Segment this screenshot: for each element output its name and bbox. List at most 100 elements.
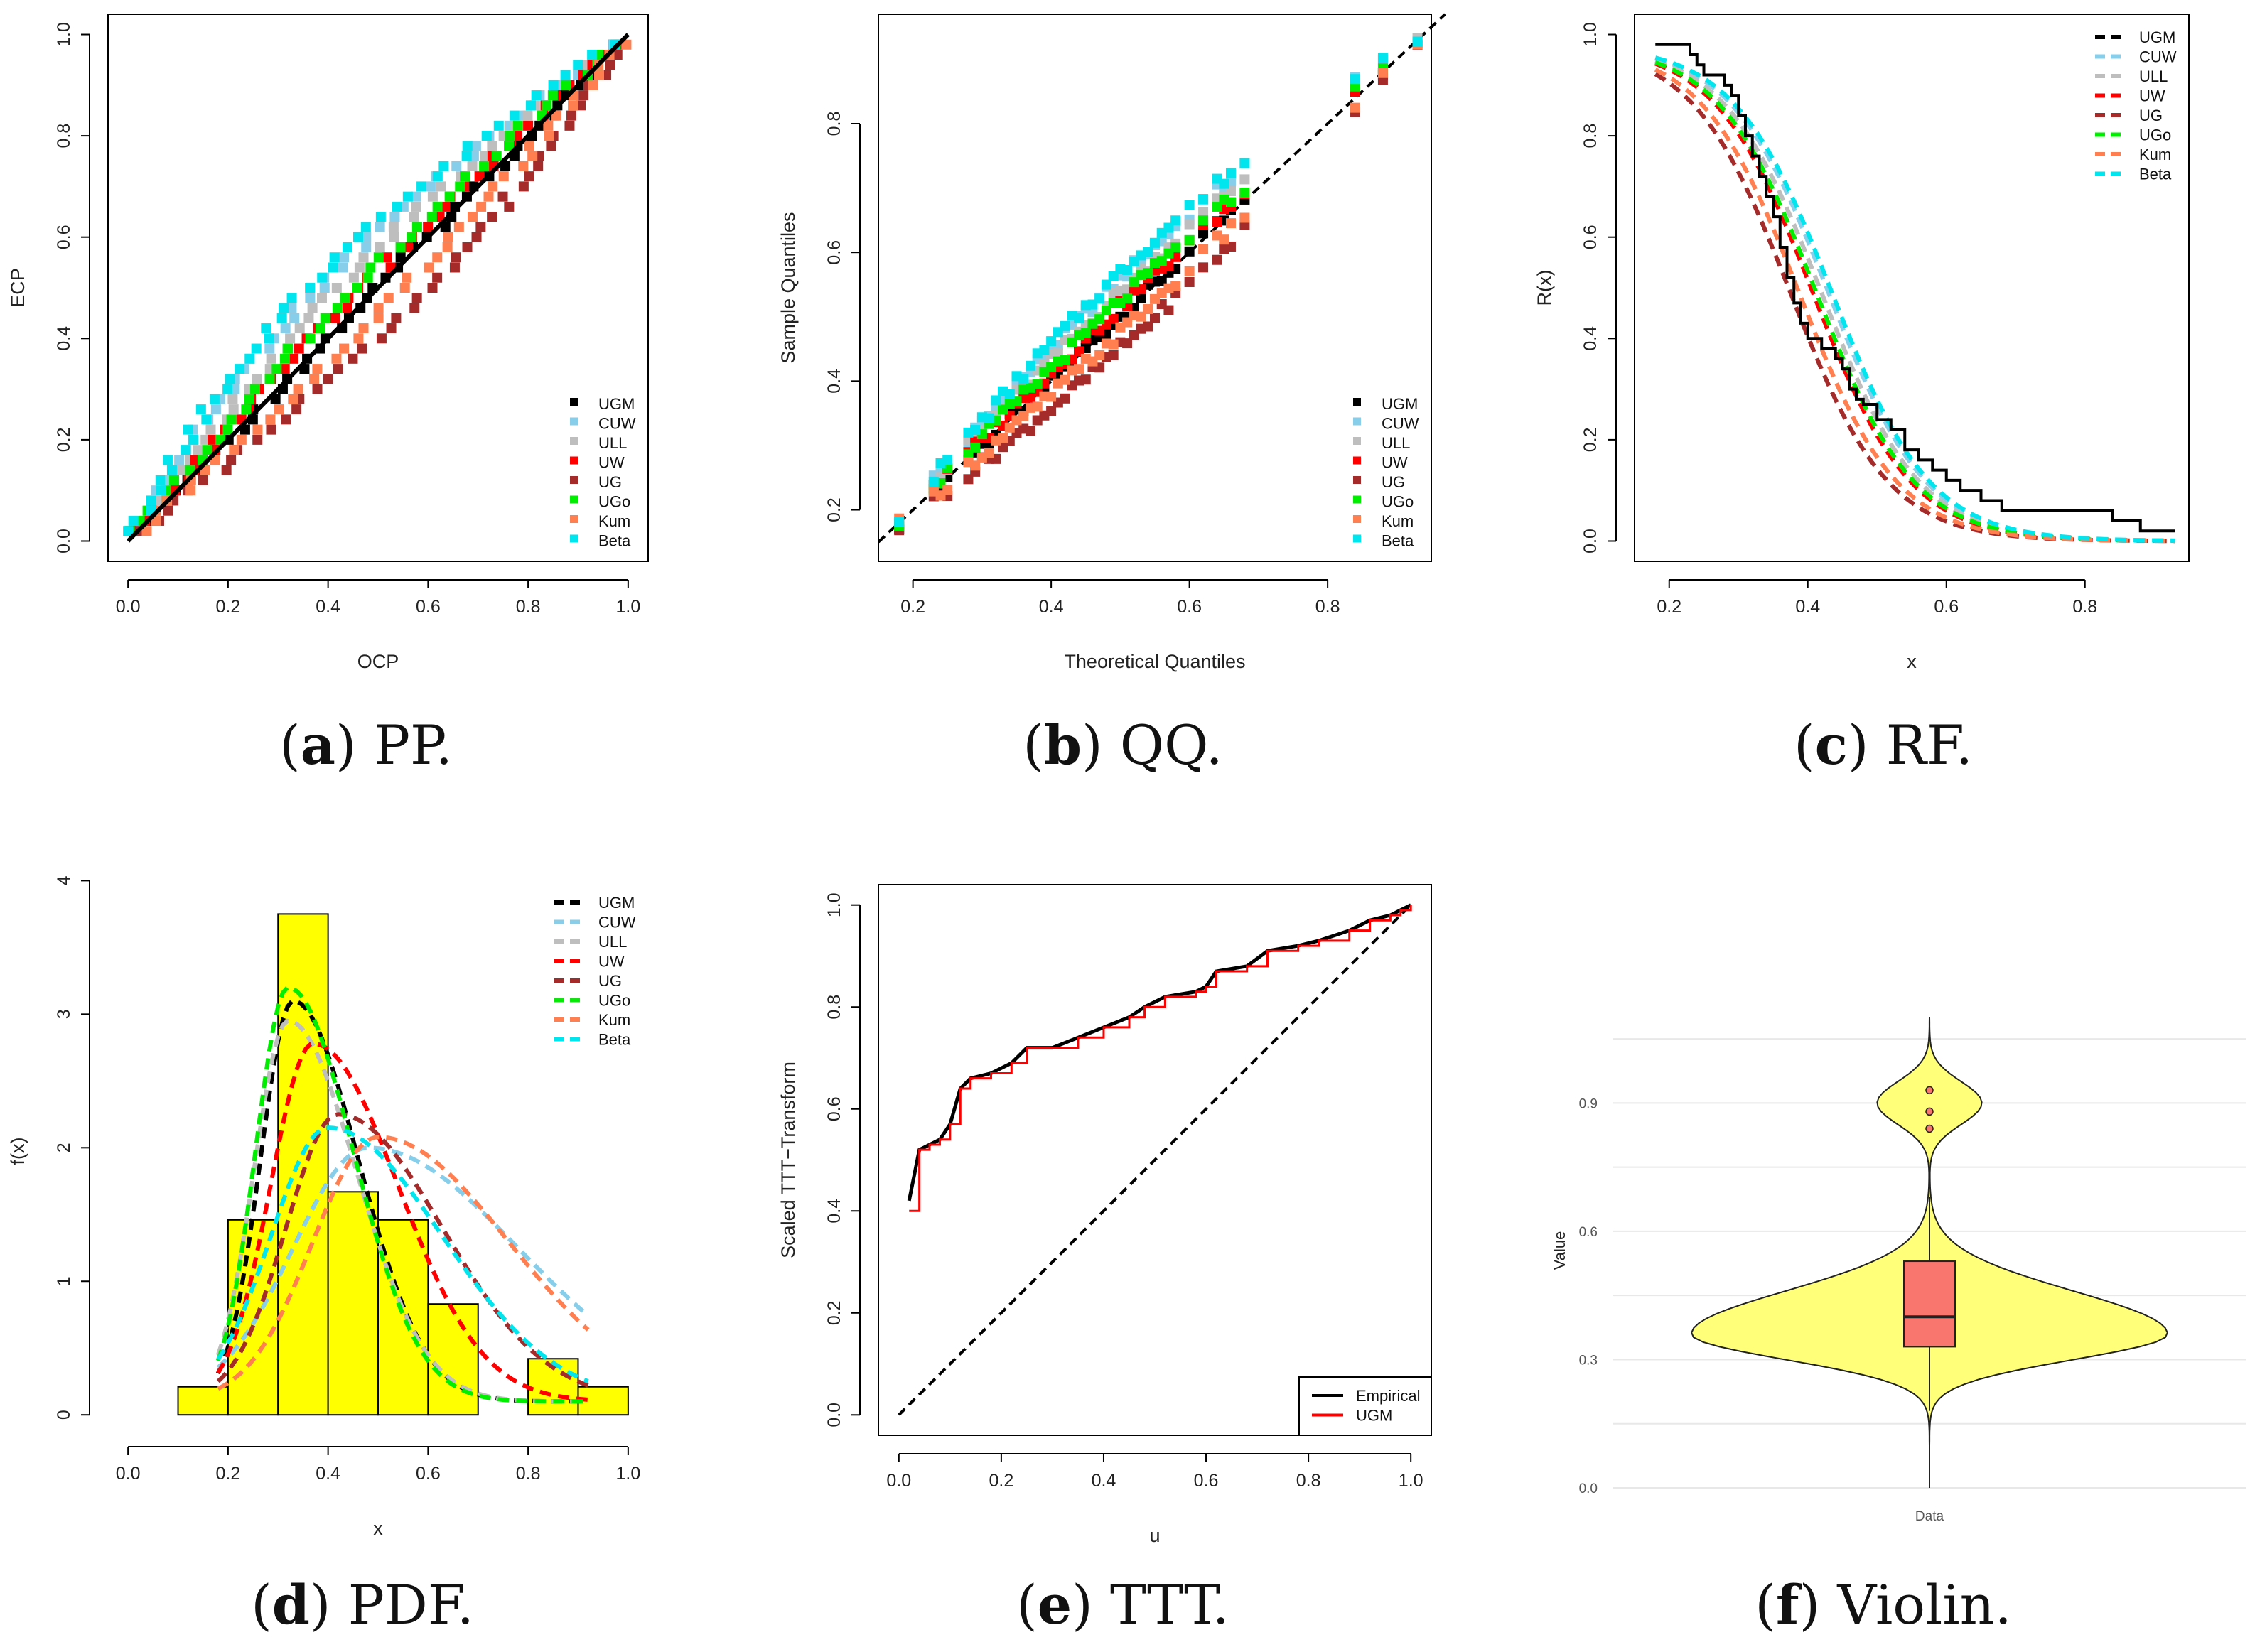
qq-point-UGo <box>1350 81 1361 92</box>
pdf-curve-UGo <box>215 985 588 1404</box>
qq-point-UG <box>1143 321 1153 332</box>
pp-point-CUW <box>361 232 372 242</box>
pp-point-CUW <box>451 161 462 171</box>
pp-point-UG <box>252 434 263 445</box>
y-tick-label: 1.0 <box>1581 22 1600 47</box>
plot-frame <box>878 14 1432 562</box>
pp-point-Beta <box>461 151 472 161</box>
pp-point-UG <box>163 505 173 516</box>
pp-point-UG <box>504 201 515 212</box>
pp-point-UGo <box>561 80 571 90</box>
ttt-reference-line <box>898 904 1412 1416</box>
qq-point-Kum <box>1170 281 1181 291</box>
pp-point-UW <box>289 353 299 364</box>
pp-point-Kum <box>185 485 196 496</box>
y-tick-label: 0.2 <box>824 1300 844 1325</box>
pp-point-UGo <box>460 171 470 182</box>
legend-label-Beta: Beta <box>2139 166 2172 183</box>
pp-point-ULL <box>266 353 276 364</box>
pp-point-CUW <box>280 323 291 334</box>
pp-point-Beta <box>235 364 245 374</box>
pp-point-UGo <box>340 293 350 303</box>
pp-point-Beta <box>481 131 492 141</box>
qq-point-Beta <box>942 455 953 465</box>
pp-point-Beta <box>156 485 166 496</box>
x-tick-label: 0.8 <box>1296 1471 1321 1491</box>
pp-point-Kum <box>432 252 443 263</box>
pdf-curve-Beta <box>216 1125 589 1383</box>
caption-f: (f) Violin. <box>1755 1573 2012 1636</box>
qq-point-UGo <box>1060 355 1070 365</box>
qq-point-Kum <box>1136 311 1146 322</box>
pp-point-UGo <box>241 404 252 415</box>
pp-point-UG <box>605 60 615 70</box>
qq-point-UW <box>1074 346 1084 357</box>
legend-label-UGo: UGo <box>2139 126 2171 144</box>
pp-point-ULL <box>467 161 478 171</box>
pp-point-UGo <box>395 242 406 252</box>
y-axis-label: Value <box>1551 1231 1568 1270</box>
rf-empirical-step <box>1655 43 2175 533</box>
legend-label-ULL: ULL <box>598 933 627 951</box>
pp-point-Kum <box>621 39 632 50</box>
x-tick-label: 0.6 <box>416 597 441 617</box>
ttt-empirical-line <box>907 903 1412 1202</box>
qq-point-ULL <box>1184 219 1195 230</box>
legend-key-UGM <box>570 398 578 406</box>
legend-label-UW: UW <box>1382 454 1408 472</box>
box-iqr <box>1903 1260 1956 1348</box>
qq-point-Beta <box>1060 320 1070 331</box>
qq-point-Kum <box>1198 244 1209 254</box>
legend-label-ULL: ULL <box>598 434 627 452</box>
pp-point-CUW <box>425 181 436 192</box>
qq-point-UG <box>1212 254 1222 265</box>
legend-key-UG <box>570 476 578 484</box>
legend-label-UGM: UGM <box>2139 28 2175 46</box>
panel-pdf: 0.0 0.2 0.4 0.6 0.8 1.001234xf(x)UGMCUWULLUWU… <box>7 875 640 1539</box>
pp-point-Kum <box>141 526 152 536</box>
pp-point-Kum <box>424 262 434 273</box>
qq-point-Beta <box>894 517 905 528</box>
pp-point-CUW <box>338 252 349 263</box>
pp-point-CUW <box>319 283 330 293</box>
pp-point-Beta <box>244 353 255 364</box>
pp-point-Beta <box>166 465 177 475</box>
pp-point-ULL <box>228 404 239 415</box>
pp-point-UW <box>208 434 218 445</box>
pp-point-ULL <box>388 222 399 232</box>
panel-qq: 0.2 0.4 0.6 0.8 0.2 0.4 0.6 0.8 Theoretical Quan… <box>777 13 1446 672</box>
legend-label-UGM: UGM <box>1382 395 1418 413</box>
pp-point-UGo <box>455 181 465 192</box>
pp-reference-line <box>127 33 630 543</box>
pp-point-UG <box>576 100 586 111</box>
qq-point-Kum <box>1018 411 1029 421</box>
pp-point-CUW <box>174 455 185 465</box>
x-tick-label: 0.6 <box>1934 597 1959 617</box>
pp-point-UW <box>474 171 485 182</box>
pp-point-Kum <box>309 374 320 384</box>
pp-point-ULL <box>409 212 419 222</box>
legend-key-CUW <box>570 417 578 426</box>
pp-point-UG <box>533 161 544 171</box>
legend-label-CUW: CUW <box>1382 415 1419 433</box>
pp-point-UGo <box>202 445 212 455</box>
qq-point-Kum <box>1225 218 1236 229</box>
x-tick-label: 0.8 <box>1315 597 1340 617</box>
x-tick-label: 0.2 <box>216 1464 241 1484</box>
pp-point-UGo <box>283 343 294 354</box>
pp-point-UGo <box>432 201 443 212</box>
pp-point-Beta <box>416 181 427 192</box>
legend-label-UG: UG <box>2139 107 2163 124</box>
x-tick-label: 0.0 <box>116 597 141 617</box>
qq-point-Kum <box>1032 401 1043 412</box>
qq-point-Kum <box>1108 339 1119 350</box>
pp-point-Kum <box>399 283 410 293</box>
pp-point-Kum <box>527 151 538 161</box>
x-axis-label: x <box>1907 651 1917 672</box>
pp-point-CUW <box>210 404 221 415</box>
x-tick-label: 1.0 <box>615 1464 640 1484</box>
legend-key-Beta <box>1353 534 1361 543</box>
pp-point-UG <box>323 374 333 384</box>
qq-point-Beta <box>1377 53 1388 63</box>
pp-point-Beta <box>188 434 199 445</box>
